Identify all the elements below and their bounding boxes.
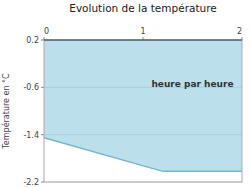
grid-line (44, 40, 242, 41)
plot-frame (44, 40, 242, 182)
title: Evolution de la température (69, 2, 216, 14)
x-tick-label: 2 (237, 27, 242, 36)
area (44, 40, 242, 171)
x-tick-label: 0 (44, 27, 49, 36)
annotation: heure par heure (151, 79, 233, 89)
y-tick-label: 0.2 (26, 36, 39, 45)
plot-background (44, 40, 242, 182)
x-tick-label: 1 (140, 27, 145, 36)
y-axis-label: Température en °C (1, 73, 11, 150)
line (44, 138, 242, 172)
plot-area (44, 40, 242, 171)
y-tick-label: -0.6 (23, 83, 39, 92)
x-axis-line (44, 40, 242, 41)
chart: Evolution de la température Température e… (0, 0, 250, 188)
y-tick-label: -1.4 (23, 131, 39, 140)
chart-container: Evolution de la température Température e… (0, 0, 250, 188)
y-tick-label: -2.2 (23, 178, 39, 187)
